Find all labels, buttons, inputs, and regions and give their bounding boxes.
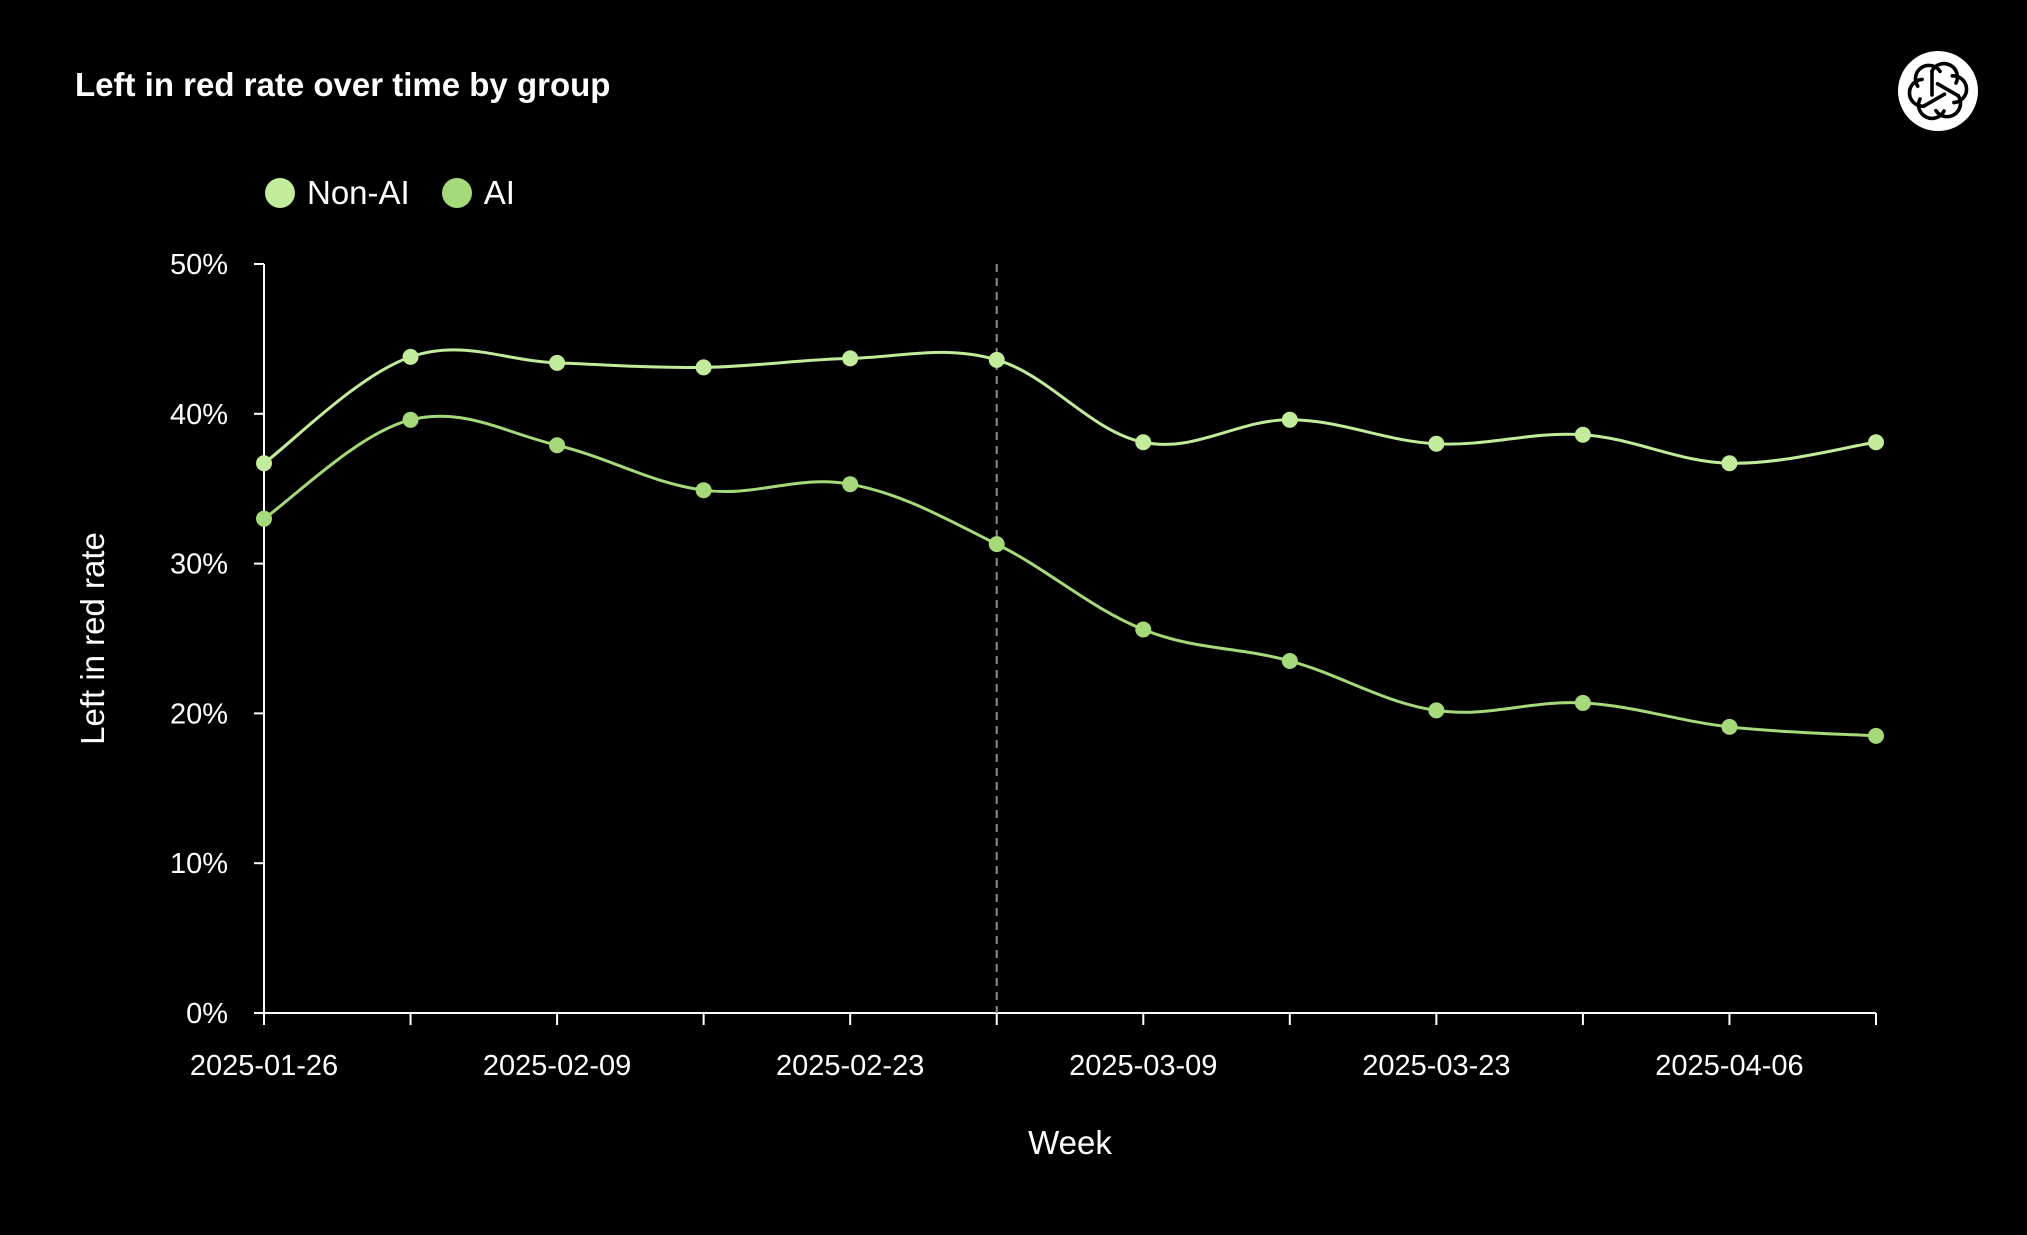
- series-line-non-ai: [263, 348, 1877, 465]
- legend-marker-ai: [441, 177, 472, 208]
- data-point-ai: [1135, 621, 1152, 638]
- y-tick-label: 10%: [170, 848, 228, 880]
- data-point-non-ai: [1428, 435, 1445, 452]
- legend-item-ai[interactable]: AI: [441, 174, 515, 211]
- legend-marker-non-ai: [265, 177, 295, 208]
- data-point-non-ai: [1135, 434, 1152, 451]
- y-tick-label: 50%: [170, 249, 228, 281]
- y-tick-label: 0%: [186, 998, 228, 1030]
- y-tick-label: 30%: [170, 549, 228, 581]
- data-point-ai: [402, 411, 419, 428]
- openai-logo-icon: [1898, 51, 1978, 131]
- legend-item-non-ai[interactable]: Non-AI: [265, 176, 410, 209]
- data-point-non-ai: [1574, 426, 1591, 443]
- x-tick-label: 2025-02-23: [776, 1050, 924, 1082]
- data-point-non-ai: [695, 359, 712, 376]
- data-point-non-ai: [402, 348, 419, 365]
- data-point-non-ai: [1868, 434, 1884, 451]
- data-point-ai: [842, 476, 859, 493]
- data-point-ai: [1868, 727, 1884, 744]
- x-tick-label: 2025-01-26: [190, 1050, 338, 1082]
- data-point-non-ai: [842, 350, 859, 367]
- x-tick-label: 2025-03-09: [1069, 1050, 1217, 1082]
- data-point-non-ai: [1281, 411, 1298, 428]
- data-point-ai: [1428, 702, 1445, 719]
- data-point-non-ai: [256, 455, 272, 472]
- data-point-ai: [1574, 694, 1591, 711]
- x-tick-label: 2025-02-09: [483, 1050, 631, 1082]
- data-point-ai: [988, 536, 1005, 553]
- series-ai: [256, 411, 1884, 744]
- y-axis-title: Left in red rate: [74, 532, 111, 745]
- series-line-ai: [263, 414, 1877, 738]
- series-non-ai: [256, 348, 1884, 472]
- data-point-non-ai: [988, 351, 1005, 368]
- legend: Non-AI AI: [265, 176, 547, 209]
- data-point-non-ai: [1721, 455, 1738, 472]
- x-tick-label: 2025-03-23: [1362, 1050, 1510, 1082]
- axes: 0% 10% 20% 30% 40% 50% 2025-01-26 2025-02-09 202…: [170, 249, 1877, 1082]
- y-tick-label: 40%: [170, 399, 228, 431]
- legend-label-ai: AI: [483, 174, 515, 211]
- data-point-non-ai: [549, 354, 566, 371]
- chart-title: Left in red rate over time by group: [75, 66, 611, 103]
- data-point-ai: [256, 510, 272, 527]
- data-point-ai: [1721, 718, 1738, 735]
- data-point-ai: [1281, 652, 1298, 669]
- legend-label-non-ai: Non-AI: [307, 174, 410, 211]
- data-point-ai: [695, 482, 712, 499]
- y-tick-label: 20%: [170, 698, 228, 730]
- data-point-ai: [549, 437, 566, 454]
- x-axis-title: Week: [1028, 1124, 1112, 1161]
- series-layer: [256, 348, 1884, 744]
- x-tick-label: 2025-04-06: [1655, 1050, 1803, 1082]
